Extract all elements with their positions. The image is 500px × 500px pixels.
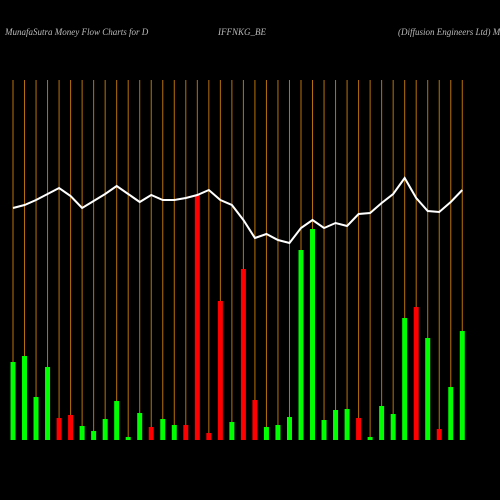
bar bbox=[148, 427, 154, 440]
bar bbox=[436, 429, 442, 440]
bar bbox=[286, 417, 292, 440]
bar bbox=[114, 401, 120, 440]
bar bbox=[183, 425, 189, 440]
chart-title: MunafaSutra Money Flow Charts for D bbox=[4, 27, 149, 37]
bar bbox=[356, 418, 362, 440]
bar bbox=[206, 433, 212, 440]
bar bbox=[10, 362, 16, 440]
bar bbox=[160, 419, 166, 440]
chart-title: (Diffusion Engineers Ltd) Mu bbox=[398, 27, 500, 37]
bar bbox=[459, 331, 465, 440]
bar bbox=[240, 269, 246, 440]
bar bbox=[68, 415, 74, 440]
bar bbox=[102, 419, 108, 440]
chart-title: IFFNKG_BE bbox=[217, 27, 266, 37]
bar bbox=[79, 426, 85, 440]
bar bbox=[321, 420, 327, 440]
bar bbox=[263, 427, 269, 440]
bar bbox=[45, 367, 51, 440]
bar bbox=[125, 437, 131, 440]
bar bbox=[22, 356, 28, 440]
bar bbox=[379, 406, 385, 440]
bar bbox=[413, 307, 419, 440]
bar bbox=[344, 409, 350, 440]
bar bbox=[425, 338, 431, 440]
bar bbox=[217, 301, 223, 440]
bar bbox=[275, 425, 281, 440]
money-flow-line bbox=[12, 176, 464, 245]
bar bbox=[229, 422, 235, 440]
bar bbox=[298, 250, 304, 440]
bar bbox=[310, 229, 316, 440]
bar bbox=[171, 425, 177, 440]
bar bbox=[194, 195, 200, 440]
bar bbox=[137, 413, 143, 440]
bar bbox=[91, 431, 97, 440]
bar bbox=[252, 400, 258, 440]
bar bbox=[56, 418, 62, 440]
bar bbox=[333, 410, 339, 440]
bar bbox=[402, 318, 408, 440]
bar bbox=[448, 387, 454, 440]
bar bbox=[367, 437, 373, 440]
bar bbox=[390, 414, 396, 440]
bar bbox=[33, 397, 39, 440]
